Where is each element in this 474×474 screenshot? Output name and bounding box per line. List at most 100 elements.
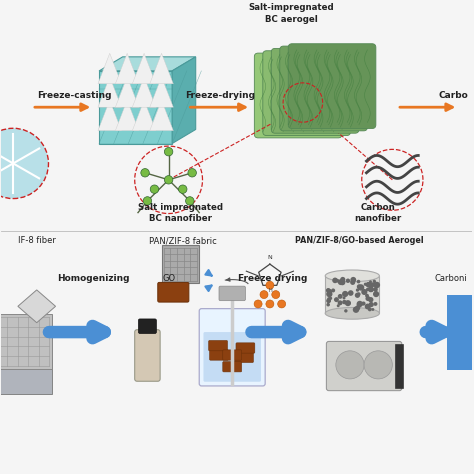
Circle shape <box>326 288 331 293</box>
Text: N: N <box>267 255 272 260</box>
FancyBboxPatch shape <box>210 350 228 360</box>
Circle shape <box>355 292 360 298</box>
Polygon shape <box>132 54 156 84</box>
Circle shape <box>348 290 354 296</box>
Circle shape <box>369 288 374 292</box>
Circle shape <box>348 301 351 305</box>
FancyBboxPatch shape <box>263 51 350 136</box>
Text: PAN/ZIF-8/GO-based Aerogel: PAN/ZIF-8/GO-based Aerogel <box>295 236 424 245</box>
Circle shape <box>344 309 347 312</box>
Polygon shape <box>99 71 172 144</box>
Circle shape <box>327 289 332 294</box>
Circle shape <box>185 197 194 205</box>
Text: Carbon
nanofiber: Carbon nanofiber <box>355 202 402 223</box>
Circle shape <box>338 294 343 299</box>
Circle shape <box>365 303 371 310</box>
Text: Freeze-drying: Freeze-drying <box>185 91 255 100</box>
Polygon shape <box>150 54 173 84</box>
Circle shape <box>373 287 378 292</box>
FancyBboxPatch shape <box>288 44 376 128</box>
Circle shape <box>141 169 149 177</box>
Circle shape <box>343 296 346 300</box>
Polygon shape <box>132 100 156 131</box>
Circle shape <box>372 308 374 311</box>
Circle shape <box>357 292 361 296</box>
Circle shape <box>368 307 372 311</box>
Text: H: H <box>268 288 272 293</box>
Circle shape <box>350 277 356 283</box>
Circle shape <box>327 303 330 307</box>
Circle shape <box>266 300 274 308</box>
Circle shape <box>365 294 369 298</box>
FancyBboxPatch shape <box>203 332 261 382</box>
Circle shape <box>337 279 340 283</box>
FancyBboxPatch shape <box>138 319 156 334</box>
Circle shape <box>337 301 343 305</box>
Circle shape <box>278 300 286 308</box>
Polygon shape <box>172 57 196 144</box>
Circle shape <box>367 282 373 288</box>
Text: IF-8 fiber: IF-8 fiber <box>18 236 55 245</box>
Polygon shape <box>150 77 173 107</box>
Circle shape <box>365 296 371 301</box>
Text: Salt impregnated
BC nanofiber: Salt impregnated BC nanofiber <box>138 202 223 223</box>
Circle shape <box>336 351 364 379</box>
Circle shape <box>374 302 377 306</box>
Circle shape <box>339 279 346 285</box>
Circle shape <box>369 302 374 307</box>
Circle shape <box>358 284 365 291</box>
Circle shape <box>373 291 379 297</box>
Text: Carbo: Carbo <box>439 91 468 100</box>
FancyBboxPatch shape <box>235 352 254 363</box>
Polygon shape <box>115 100 139 131</box>
FancyBboxPatch shape <box>325 276 379 313</box>
FancyBboxPatch shape <box>135 330 160 381</box>
Circle shape <box>374 282 380 288</box>
FancyBboxPatch shape <box>327 341 402 391</box>
FancyBboxPatch shape <box>271 48 359 133</box>
Circle shape <box>332 278 338 283</box>
Circle shape <box>368 297 374 302</box>
Circle shape <box>334 297 339 302</box>
Circle shape <box>357 284 362 289</box>
Circle shape <box>150 185 159 193</box>
Circle shape <box>342 300 346 304</box>
FancyBboxPatch shape <box>236 343 255 353</box>
Circle shape <box>329 297 332 300</box>
Text: Freeze-casting: Freeze-casting <box>37 91 112 100</box>
Circle shape <box>364 351 392 379</box>
FancyBboxPatch shape <box>0 359 52 394</box>
Polygon shape <box>98 77 121 107</box>
Circle shape <box>355 305 360 310</box>
Circle shape <box>370 283 375 287</box>
FancyBboxPatch shape <box>255 53 342 138</box>
Polygon shape <box>98 100 121 131</box>
Polygon shape <box>150 100 173 131</box>
Circle shape <box>143 197 152 205</box>
Text: Salt-impregnated
BC aerogel: Salt-impregnated BC aerogel <box>248 3 334 24</box>
Circle shape <box>364 283 367 286</box>
Circle shape <box>368 286 374 292</box>
Circle shape <box>326 291 332 297</box>
Circle shape <box>327 297 330 301</box>
FancyBboxPatch shape <box>219 286 246 301</box>
Circle shape <box>337 304 340 307</box>
FancyBboxPatch shape <box>162 246 199 283</box>
Polygon shape <box>99 57 196 71</box>
FancyBboxPatch shape <box>223 362 242 372</box>
Circle shape <box>254 300 262 308</box>
Circle shape <box>0 128 48 199</box>
Circle shape <box>331 289 335 292</box>
Polygon shape <box>132 77 156 107</box>
FancyBboxPatch shape <box>395 344 403 388</box>
Circle shape <box>350 280 355 285</box>
FancyBboxPatch shape <box>199 309 265 386</box>
Circle shape <box>338 279 344 285</box>
Text: Homogenizing: Homogenizing <box>57 273 129 283</box>
Text: Freeze drying: Freeze drying <box>237 273 307 283</box>
FancyBboxPatch shape <box>280 46 367 131</box>
Circle shape <box>346 279 350 283</box>
Circle shape <box>361 289 367 295</box>
Circle shape <box>260 291 268 299</box>
Circle shape <box>356 301 363 307</box>
